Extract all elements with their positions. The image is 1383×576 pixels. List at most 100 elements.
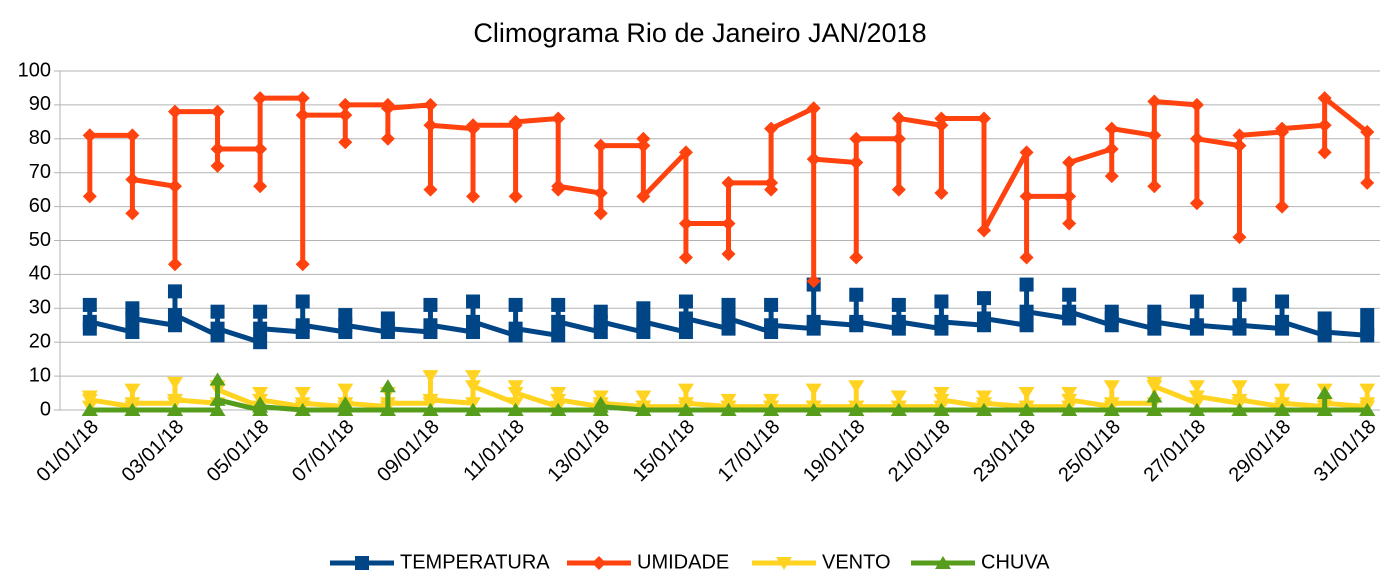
marker [166,376,183,390]
marker [551,297,566,312]
marker [933,403,950,416]
marker [849,250,864,265]
marker [508,297,523,312]
marker [1062,287,1077,302]
series [81,372,1376,416]
marker [1062,304,1077,319]
marker [934,294,949,309]
marker [934,314,949,329]
marker [891,314,906,329]
marker [1062,216,1077,231]
marker [295,294,310,309]
marker [253,179,268,194]
marker [593,186,608,201]
marker [550,393,567,407]
legend-label: UMIDADE [637,551,729,573]
marker [593,138,608,153]
x-tick-label: 03/01/18 [118,416,189,487]
marker [592,556,606,570]
marker [1232,230,1247,245]
marker [466,294,481,309]
marker [167,179,182,194]
marker [1104,121,1119,136]
marker [380,131,395,146]
marker [337,403,354,416]
marker [891,111,906,126]
marker [551,314,566,329]
marker [849,287,864,302]
marker [677,403,694,416]
marker [976,403,992,416]
marker [380,101,395,116]
marker [210,141,225,156]
y-tick-label: 80 [29,127,51,149]
y-tick-label: 50 [29,229,51,251]
marker [209,392,226,406]
marker [294,387,311,401]
marker [252,387,269,401]
y-tick-label: 10 [29,364,51,386]
marker [253,304,268,319]
marker [678,294,693,309]
marker [1147,179,1162,194]
marker [1103,380,1120,394]
marker [678,145,693,160]
x-tick-label: 13/01/18 [543,416,614,487]
marker [124,403,141,416]
marker [508,189,523,204]
marker [1147,314,1162,329]
marker [550,403,567,416]
marker [1061,403,1078,416]
marker [1147,94,1162,109]
marker [82,189,97,204]
marker [636,131,651,146]
marker [1019,250,1034,265]
marker [1146,389,1163,403]
marker [252,399,269,413]
marker [1104,169,1119,184]
marker [933,387,950,401]
marker [295,257,310,272]
marker [977,291,991,306]
marker [677,383,694,397]
marker [210,321,225,336]
marker [1360,175,1375,190]
marker [507,403,524,416]
x-tick-label: 07/01/18 [288,416,359,487]
marker [1019,145,1034,160]
marker [1062,189,1077,204]
marker [1104,141,1119,156]
marker [125,172,140,187]
marker [891,297,906,312]
marker [465,370,482,384]
marker [1232,287,1247,302]
marker [1104,311,1119,326]
marker [1019,277,1034,292]
marker [1275,314,1290,329]
marker [848,403,865,416]
marker [721,175,736,190]
marker [423,118,438,133]
marker [977,111,991,126]
legend-label: TEMPERATURA [400,551,550,573]
marker [81,393,98,407]
marker [210,158,225,173]
marker [720,403,737,416]
marker [977,223,991,238]
series [82,277,1375,350]
marker [1232,138,1247,153]
marker [976,390,992,404]
marker [466,314,481,329]
marker [1147,128,1162,143]
legend-item: CHUVA [911,551,1050,573]
marker [295,318,310,333]
marker [891,131,906,146]
marker [933,393,950,407]
marker [380,321,395,336]
marker [337,383,354,397]
marker [209,372,226,386]
marker [806,152,821,167]
marker [1018,387,1035,401]
marker [1360,308,1375,323]
